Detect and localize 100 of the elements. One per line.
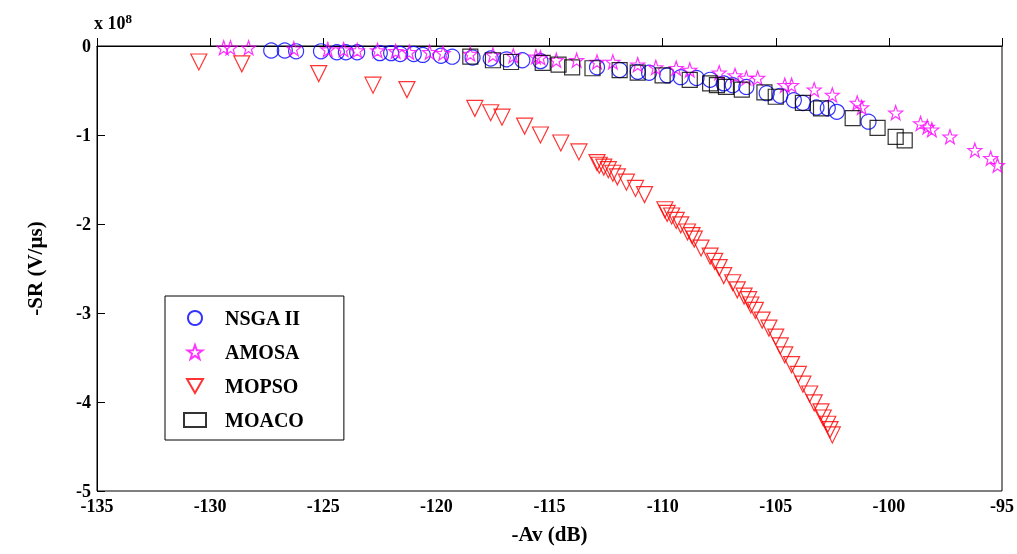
point	[740, 291, 758, 309]
legend-label: NSGA II	[225, 307, 301, 329]
point	[724, 77, 741, 94]
point	[605, 54, 621, 70]
point	[924, 122, 940, 138]
point	[819, 415, 837, 433]
point	[711, 65, 727, 81]
point	[516, 117, 534, 135]
point	[727, 67, 743, 83]
point	[599, 161, 617, 179]
point	[528, 49, 544, 65]
x-tick-label: -105	[759, 496, 793, 516]
point	[502, 53, 520, 71]
point	[887, 128, 904, 145]
point	[233, 55, 251, 73]
point	[789, 365, 807, 384]
y-tick-label: -2	[76, 214, 91, 234]
x-axis-title: -Av (dB)	[511, 521, 588, 546]
point	[849, 95, 865, 111]
legend-label: AMOSA	[225, 341, 300, 363]
point	[983, 150, 999, 166]
point	[552, 134, 570, 152]
x-tick-label: -95	[990, 496, 1014, 516]
y-axis-title: -SR (V/µs)	[22, 221, 47, 316]
point	[222, 40, 239, 56]
point	[667, 211, 685, 230]
point	[681, 71, 698, 88]
point	[414, 46, 431, 63]
point	[814, 409, 832, 427]
point	[708, 77, 726, 94]
x-tick-label: -100	[872, 496, 906, 516]
point	[808, 99, 825, 116]
point	[531, 126, 550, 144]
point	[776, 346, 794, 364]
point	[819, 100, 836, 117]
point	[919, 119, 935, 135]
point	[869, 119, 886, 136]
legend-label: MOACO	[225, 409, 304, 431]
point	[569, 52, 585, 68]
point	[604, 164, 622, 182]
point	[967, 142, 983, 158]
point	[706, 252, 724, 270]
point	[783, 77, 800, 93]
point	[482, 104, 500, 122]
point	[717, 78, 735, 96]
point	[421, 44, 438, 60]
point	[485, 47, 501, 63]
point	[668, 60, 684, 76]
point	[753, 311, 771, 329]
legend-label: MOPSO	[225, 375, 299, 397]
point	[702, 75, 719, 92]
point	[654, 67, 671, 84]
point	[912, 115, 929, 132]
point	[805, 394, 823, 412]
point	[794, 375, 812, 393]
point	[760, 319, 778, 337]
point	[505, 48, 521, 64]
y-tick-label: -1	[76, 125, 91, 145]
point	[640, 64, 658, 81]
point	[772, 87, 789, 104]
point	[683, 226, 701, 245]
point	[701, 247, 719, 265]
point	[860, 113, 877, 130]
point	[823, 426, 841, 444]
point	[263, 42, 280, 59]
x-tick-label: -110	[646, 496, 679, 516]
point	[715, 267, 733, 285]
point	[398, 81, 416, 99]
point	[854, 99, 870, 116]
point	[498, 51, 515, 68]
point	[685, 230, 703, 248]
point	[738, 70, 754, 86]
y-tick-label: 0	[82, 36, 91, 56]
point	[564, 59, 581, 76]
point	[692, 239, 710, 257]
x-tick-label: -130	[193, 496, 227, 516]
point	[216, 40, 232, 56]
point	[648, 59, 664, 75]
point	[320, 41, 336, 58]
point	[588, 59, 606, 76]
point	[728, 281, 746, 299]
point	[735, 287, 753, 305]
point	[364, 76, 382, 94]
point	[466, 99, 484, 117]
point	[672, 216, 690, 234]
point	[190, 53, 208, 71]
point	[550, 56, 567, 73]
point	[824, 87, 840, 103]
point	[532, 49, 549, 66]
point	[401, 44, 417, 60]
point	[812, 403, 830, 421]
point	[392, 45, 409, 63]
point	[514, 52, 531, 69]
point	[672, 69, 689, 86]
point	[328, 44, 345, 61]
point	[896, 132, 913, 149]
point	[801, 385, 819, 403]
point	[742, 296, 760, 314]
point	[589, 54, 605, 70]
point	[276, 42, 293, 59]
